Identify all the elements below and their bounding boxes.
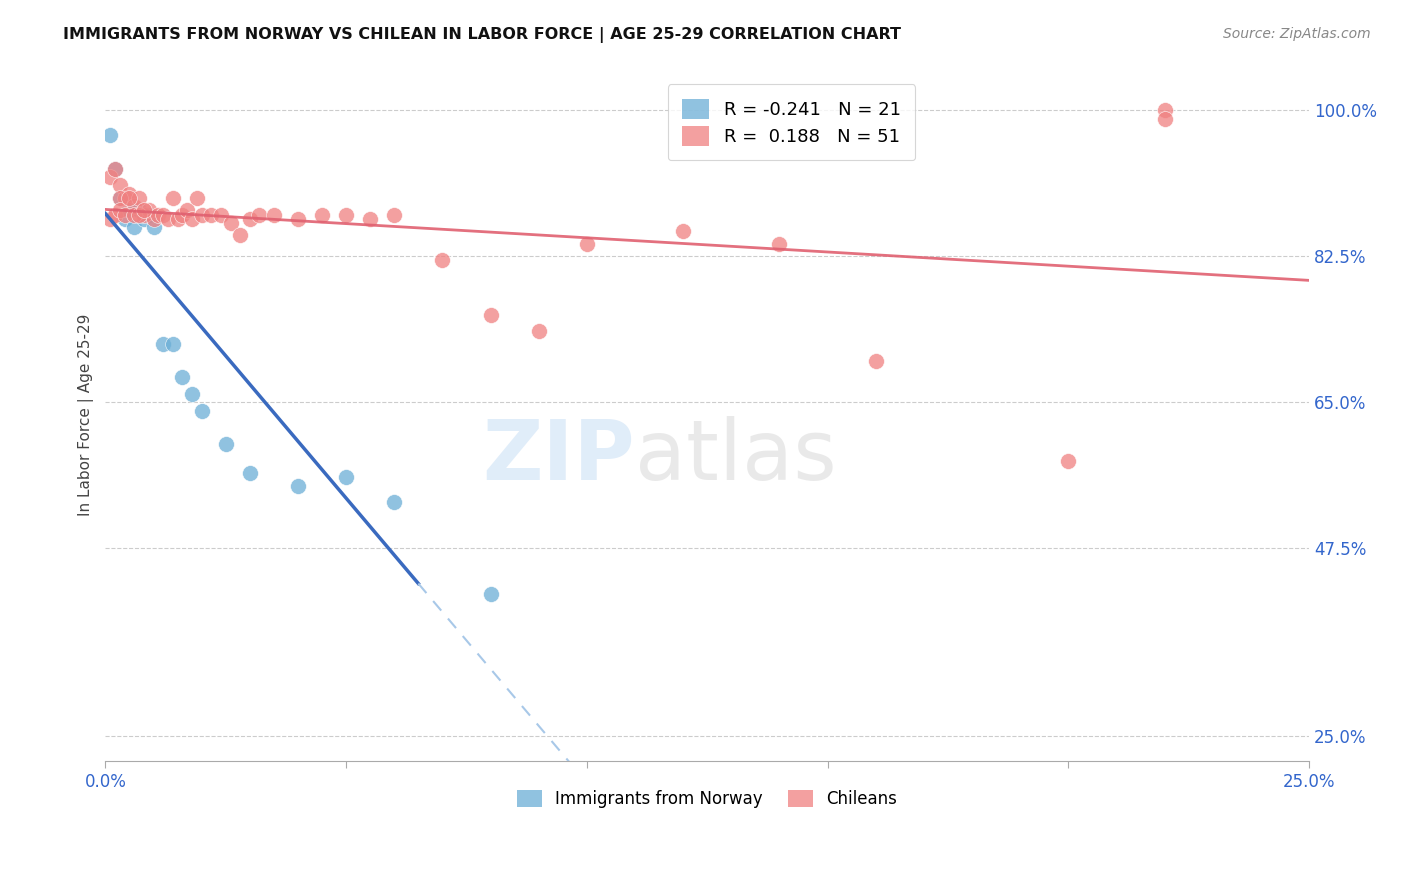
Point xyxy=(287,211,309,226)
Point xyxy=(152,337,174,351)
Point xyxy=(138,208,160,222)
Point xyxy=(148,208,170,222)
Point xyxy=(527,324,550,338)
Point xyxy=(382,208,405,222)
Point xyxy=(186,191,208,205)
Point xyxy=(249,208,271,222)
Point xyxy=(122,199,145,213)
Text: ZIP: ZIP xyxy=(482,416,636,497)
Point xyxy=(176,203,198,218)
Point xyxy=(215,437,238,451)
Point xyxy=(152,208,174,222)
Point xyxy=(166,211,188,226)
Point xyxy=(108,191,131,205)
Point xyxy=(132,208,155,222)
Point xyxy=(479,308,502,322)
Point xyxy=(1153,112,1175,126)
Point xyxy=(118,186,141,201)
Point xyxy=(114,208,136,222)
Point xyxy=(108,203,131,218)
Point xyxy=(122,208,145,222)
Point xyxy=(181,211,204,226)
Y-axis label: In Labor Force | Age 25-29: In Labor Force | Age 25-29 xyxy=(79,314,94,516)
Point xyxy=(128,203,150,218)
Point xyxy=(104,161,127,176)
Point xyxy=(479,587,502,601)
Text: IMMIGRANTS FROM NORWAY VS CHILEAN IN LABOR FORCE | AGE 25-29 CORRELATION CHART: IMMIGRANTS FROM NORWAY VS CHILEAN IN LAB… xyxy=(63,27,901,43)
Point xyxy=(672,224,695,238)
Point xyxy=(432,253,454,268)
Point xyxy=(132,211,155,226)
Legend: Immigrants from Norway, Chileans: Immigrants from Norway, Chileans xyxy=(510,783,904,815)
Point xyxy=(142,211,165,226)
Point xyxy=(114,191,136,205)
Point xyxy=(156,211,179,226)
Point xyxy=(190,208,212,222)
Point xyxy=(865,353,887,368)
Point xyxy=(122,220,145,235)
Point xyxy=(209,208,232,222)
Point xyxy=(138,203,160,218)
Point xyxy=(768,236,790,251)
Point xyxy=(118,203,141,218)
Point xyxy=(128,191,150,205)
Point xyxy=(108,191,131,205)
Text: Source: ZipAtlas.com: Source: ZipAtlas.com xyxy=(1223,27,1371,41)
Point xyxy=(98,128,121,143)
Point xyxy=(311,208,333,222)
Point xyxy=(239,467,262,481)
Point xyxy=(172,208,194,222)
Point xyxy=(114,211,136,226)
Point xyxy=(1057,453,1080,467)
Point xyxy=(162,337,184,351)
Point xyxy=(263,208,285,222)
Point xyxy=(382,495,405,509)
Point xyxy=(335,470,357,484)
Point xyxy=(181,387,204,401)
Point xyxy=(219,216,242,230)
Point xyxy=(128,208,150,222)
Point xyxy=(104,208,127,222)
Point xyxy=(239,211,262,226)
Point xyxy=(118,191,141,205)
Point xyxy=(132,203,155,218)
Point xyxy=(162,191,184,205)
Point xyxy=(287,479,309,493)
Point xyxy=(142,220,165,235)
Point xyxy=(108,178,131,193)
Point xyxy=(104,161,127,176)
Point xyxy=(98,169,121,184)
Point xyxy=(190,403,212,417)
Point xyxy=(200,208,222,222)
Point xyxy=(335,208,357,222)
Point xyxy=(172,370,194,384)
Point xyxy=(229,228,252,243)
Point xyxy=(359,211,381,226)
Point xyxy=(575,236,598,251)
Point xyxy=(1153,103,1175,118)
Point xyxy=(98,211,121,226)
Text: atlas: atlas xyxy=(636,416,837,497)
